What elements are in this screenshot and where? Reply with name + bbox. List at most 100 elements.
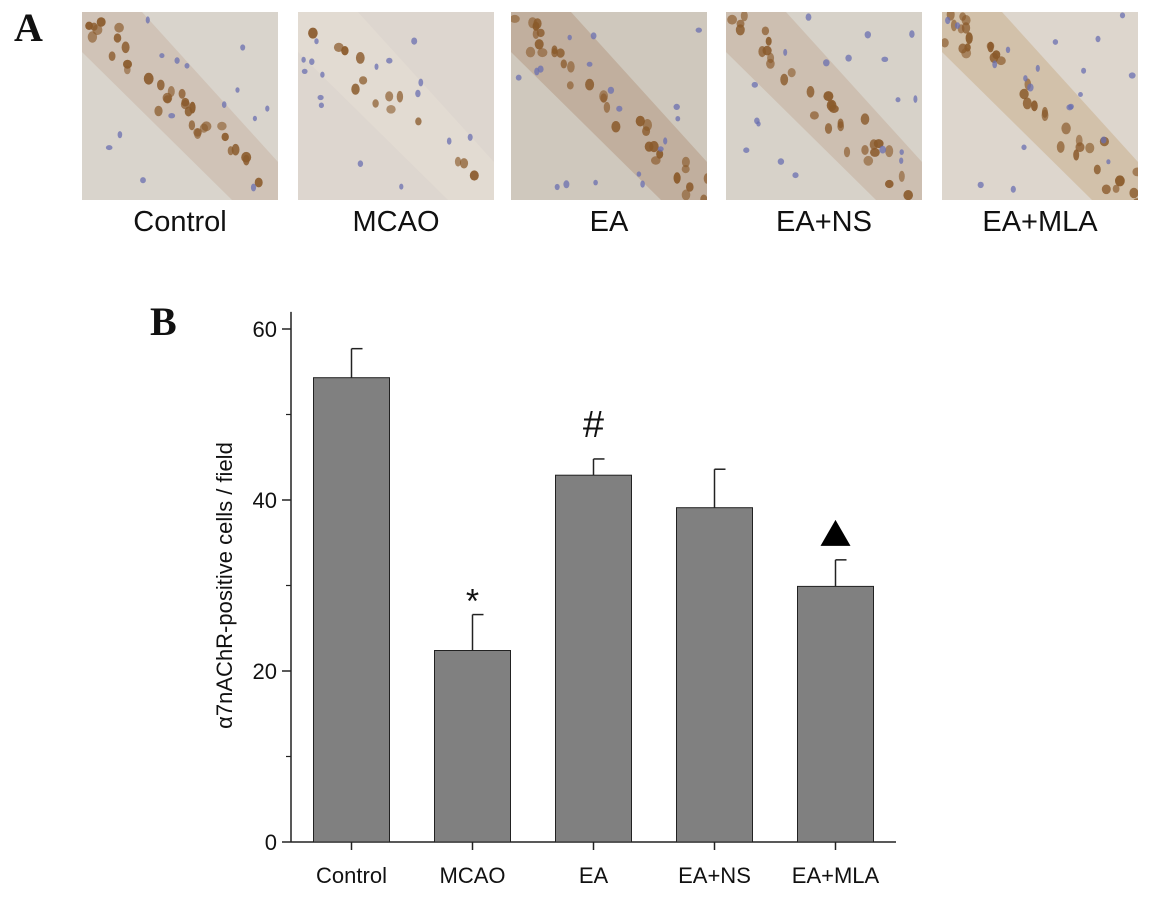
stained-cell [154,105,163,117]
stained-cell [124,65,131,75]
stained-cell [942,38,949,48]
nucleus [879,145,887,154]
stained-cell [454,156,462,167]
nucleus [899,149,904,156]
nucleus [1081,67,1087,74]
stained-cell [1075,134,1083,147]
nucleus [586,61,593,67]
bar-control [313,377,390,843]
stained-cell [986,42,995,50]
y-tick-label: 60 [253,317,277,342]
nucleus [567,34,572,41]
stained-cell [765,36,772,46]
stained-cell [351,83,360,95]
stained-cell [459,158,469,169]
stained-cell [823,91,834,102]
bar-chart: 0 20 40 60 α7nAChR-positive cells / field Con… [212,311,896,888]
stained-cell [551,45,558,55]
nucleus [673,103,680,110]
stained-cell [828,100,835,109]
stained-cell [566,81,574,90]
stained-cell [1132,167,1138,177]
nucleus [418,78,424,87]
significance-triangle [820,519,851,546]
nucleus [1052,39,1059,45]
stained-cell [961,15,971,26]
stained-cell [603,101,611,113]
stained-cell [964,43,971,52]
stained-cell [686,182,694,192]
y-tick-label: 40 [253,488,277,513]
y-axis-title: α7nAChR-positive cells / field [212,442,237,729]
stained-cell [1112,184,1120,193]
nucleus [1010,185,1016,193]
nucleus [357,160,364,167]
stained-cell [861,145,869,155]
stained-cell [254,177,263,188]
stained-cell [950,19,958,32]
nucleus [399,183,404,190]
stained-cell [885,145,894,158]
nucleus [1021,144,1027,151]
stained-cell [386,105,396,114]
nucleus [117,131,123,139]
nucleus [174,57,180,64]
stained-cell [1019,88,1029,100]
nucleus [184,63,190,69]
nucleus [751,81,758,88]
nucleus [792,172,799,179]
stained-cell [469,170,479,181]
stained-cell [556,48,565,58]
nucleus [1119,12,1126,19]
stained-cell [114,22,124,33]
nucleus [895,97,901,103]
micrograph-label: EA+NS [776,206,872,238]
stained-cell [806,86,815,98]
panel-b-letter: B [150,299,177,344]
micrograph-cell-band [298,12,494,200]
nucleus [537,65,544,73]
stained-cell [989,52,999,63]
stained-cell [143,72,154,85]
stained-cell [359,76,368,85]
stained-cell [1129,187,1138,199]
stained-cell [199,123,208,133]
nucleus [515,74,522,81]
nucleus [954,22,961,29]
stained-cell [766,58,775,69]
stained-cell [824,123,833,134]
nucleus [777,158,785,165]
bar-ea-mla [797,585,874,843]
stained-cell [511,14,520,23]
micrograph-4 [726,12,922,200]
stained-cell [217,121,227,131]
stained-cell [372,99,379,108]
stained-cell [1093,164,1101,175]
stained-cell [1031,100,1038,112]
nucleus [1005,46,1011,53]
nucleus [909,30,915,38]
stained-cell [1133,198,1138,200]
stained-cell [780,73,789,86]
stained-cell [961,22,971,34]
stained-cell [567,61,575,73]
stained-cell [642,119,652,131]
nucleus [881,56,889,62]
nucleus [386,57,393,64]
stained-cell [700,194,707,200]
nucleus [657,146,664,152]
stained-cell [651,156,661,165]
stained-cell [681,156,690,168]
nucleus [563,180,570,189]
stained-cell [121,41,130,54]
nucleus [743,147,750,153]
stained-cell [611,121,621,133]
x-tick-label: MCAO [440,863,506,888]
x-tick-label: Control [316,863,387,888]
nucleus [1095,35,1101,43]
nucleus [145,16,150,24]
stained-cell [585,78,595,91]
nucleus [320,71,325,78]
bar-ea-ns [676,507,753,843]
micrograph-3 [511,12,707,200]
